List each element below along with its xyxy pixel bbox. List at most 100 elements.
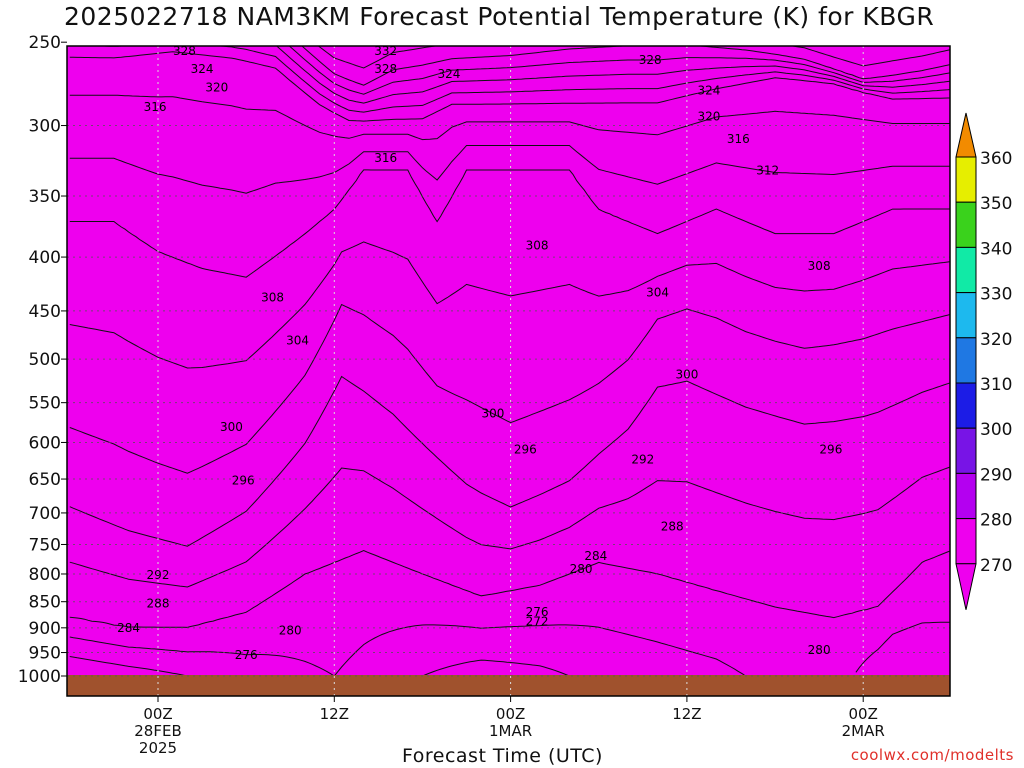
colorbar-label-330: 330 <box>980 285 1012 305</box>
contour-line-328 <box>301 46 950 86</box>
contour-line-284 <box>69 466 950 588</box>
contour-line-300 <box>69 169 950 278</box>
contour-label-280: 280 <box>279 623 302 637</box>
colorbar-swatch-350 <box>955 156 977 203</box>
y-tick-label-500: 500 <box>29 350 61 370</box>
x-tick-label-54-0: 00Z <box>849 705 878 723</box>
contour-label-340: 340 <box>276 15 299 29</box>
colorbar-swatch-320 <box>955 292 977 339</box>
colorbar-label-360: 360 <box>980 149 1012 169</box>
contour-label-320: 320 <box>205 80 228 94</box>
contour-label-292: 292 <box>631 453 654 467</box>
colorbar-label-300: 300 <box>980 420 1012 440</box>
contour-label-300: 300 <box>220 420 243 434</box>
chart-title: 2025022718 NAM3KM Forecast Potential Tem… <box>64 2 935 31</box>
contour-line-308 <box>69 94 950 141</box>
x-axis-title: Forecast Time (UTC) <box>402 745 603 767</box>
contour-line-288 <box>69 375 950 547</box>
potential-temperature-bands <box>67 46 950 696</box>
contour-label-284: 284 <box>117 621 140 635</box>
contour-label-324: 324 <box>437 67 460 81</box>
ground-surface <box>67 675 950 696</box>
colorbar-swatch-290 <box>955 427 977 474</box>
contour-lines <box>69 0 952 677</box>
contour-label-336: 336 <box>653 15 676 29</box>
y-tick-label-650: 650 <box>29 470 61 490</box>
contour-label-340: 340 <box>624 5 647 19</box>
y-tick-label-550: 550 <box>29 394 61 414</box>
contour-label-320: 320 <box>697 109 720 123</box>
x-tick-label-6-1: 28FEB <box>134 722 181 740</box>
y-tick-label-800: 800 <box>29 565 61 585</box>
x-tick-label-30-0: 00Z <box>496 705 525 723</box>
contour-label-344: 344 <box>374 3 397 17</box>
contour-line-332 <box>317 46 950 69</box>
contour-label-328: 328 <box>374 62 397 76</box>
y-tick-label-950: 950 <box>29 644 61 664</box>
contour-label-324: 324 <box>191 62 214 76</box>
contour-line-276 <box>69 621 950 677</box>
colorbar-label-280: 280 <box>980 511 1012 531</box>
y-tick-label-850: 850 <box>29 593 61 613</box>
plot-frame <box>66 45 951 697</box>
y-tick-label-300: 300 <box>29 117 61 137</box>
contour-label-300: 300 <box>482 406 505 420</box>
contour-label-296: 296 <box>514 442 537 456</box>
y-tick-label-250: 250 <box>29 33 61 53</box>
contour-label-276: 276 <box>526 605 549 619</box>
contour-label-332: 332 <box>742 24 765 38</box>
colorbar-swatch-340 <box>955 201 977 248</box>
y-tick-label-1000: 1000 <box>18 667 61 687</box>
colorbar: 270 280 290 300 310 320 330 340 350 360 <box>955 112 1012 610</box>
colorbar-swatch-300 <box>955 382 977 429</box>
contour-label-304: 304 <box>646 285 669 299</box>
colorbar-label-310: 310 <box>980 375 1012 395</box>
contour-label-284: 284 <box>584 549 607 563</box>
contour-label-280: 280 <box>808 643 831 657</box>
contour-label-328: 328 <box>173 44 196 58</box>
y-axis: 250 300 350 400 450 500 550 600 650 700 750 800 850 9… <box>18 33 67 687</box>
contour-label-296: 296 <box>819 442 842 456</box>
contour-label-312: 312 <box>756 164 779 178</box>
y-tick-label-600: 600 <box>29 433 61 453</box>
colorbar-swatch-280 <box>955 472 977 520</box>
contour-label-328: 328 <box>639 53 662 67</box>
x-tick-label-42-0: 12Z <box>672 705 701 723</box>
contour-label-316: 316 <box>374 151 397 165</box>
contour-label-348: 348 <box>301 0 324 9</box>
y-tick-label-400: 400 <box>29 248 61 268</box>
y-tick-label-700: 700 <box>29 504 61 524</box>
contour-label-332: 332 <box>374 44 397 58</box>
contour-line-336 <box>70 0 952 43</box>
contour-labels: 3483523483443403363323363403323283243283… <box>117 0 842 662</box>
colorbar-label-350: 350 <box>980 194 1012 214</box>
contour-line-312 <box>69 51 950 122</box>
contour-line-296 <box>69 241 950 369</box>
contour-label-288: 288 <box>147 596 170 610</box>
contour-label-308: 308 <box>261 291 284 305</box>
contour-label-292: 292 <box>147 568 170 582</box>
contour-line-292 <box>69 303 950 474</box>
contour-label-336: 336 <box>173 18 196 32</box>
contour-label-288: 288 <box>661 519 684 533</box>
colorbar-under-arrow <box>955 563 977 610</box>
colorbar-swatch-270 <box>955 518 977 565</box>
grid-lines <box>67 46 950 696</box>
contour-label-280: 280 <box>570 562 593 576</box>
contour-label-324: 324 <box>697 84 720 98</box>
contour-label-308: 308 <box>808 259 831 273</box>
y-tick-label-350: 350 <box>29 187 61 207</box>
colorbar-label-320: 320 <box>980 330 1012 350</box>
contour-line-324 <box>288 46 950 95</box>
contour-line-280 <box>69 549 950 628</box>
colorbar-label-270: 270 <box>980 556 1012 576</box>
x-tick-label-6-0: 00Z <box>143 705 172 723</box>
y-tick-label-900: 900 <box>29 619 61 639</box>
contour-label-272: 272 <box>526 615 549 629</box>
x-tick-label-6-2: 2025 <box>139 739 177 757</box>
contour-label-300: 300 <box>675 367 698 381</box>
contour-label-296: 296 <box>232 473 255 487</box>
x-tick-label-30-1: 1MAR <box>489 722 532 740</box>
